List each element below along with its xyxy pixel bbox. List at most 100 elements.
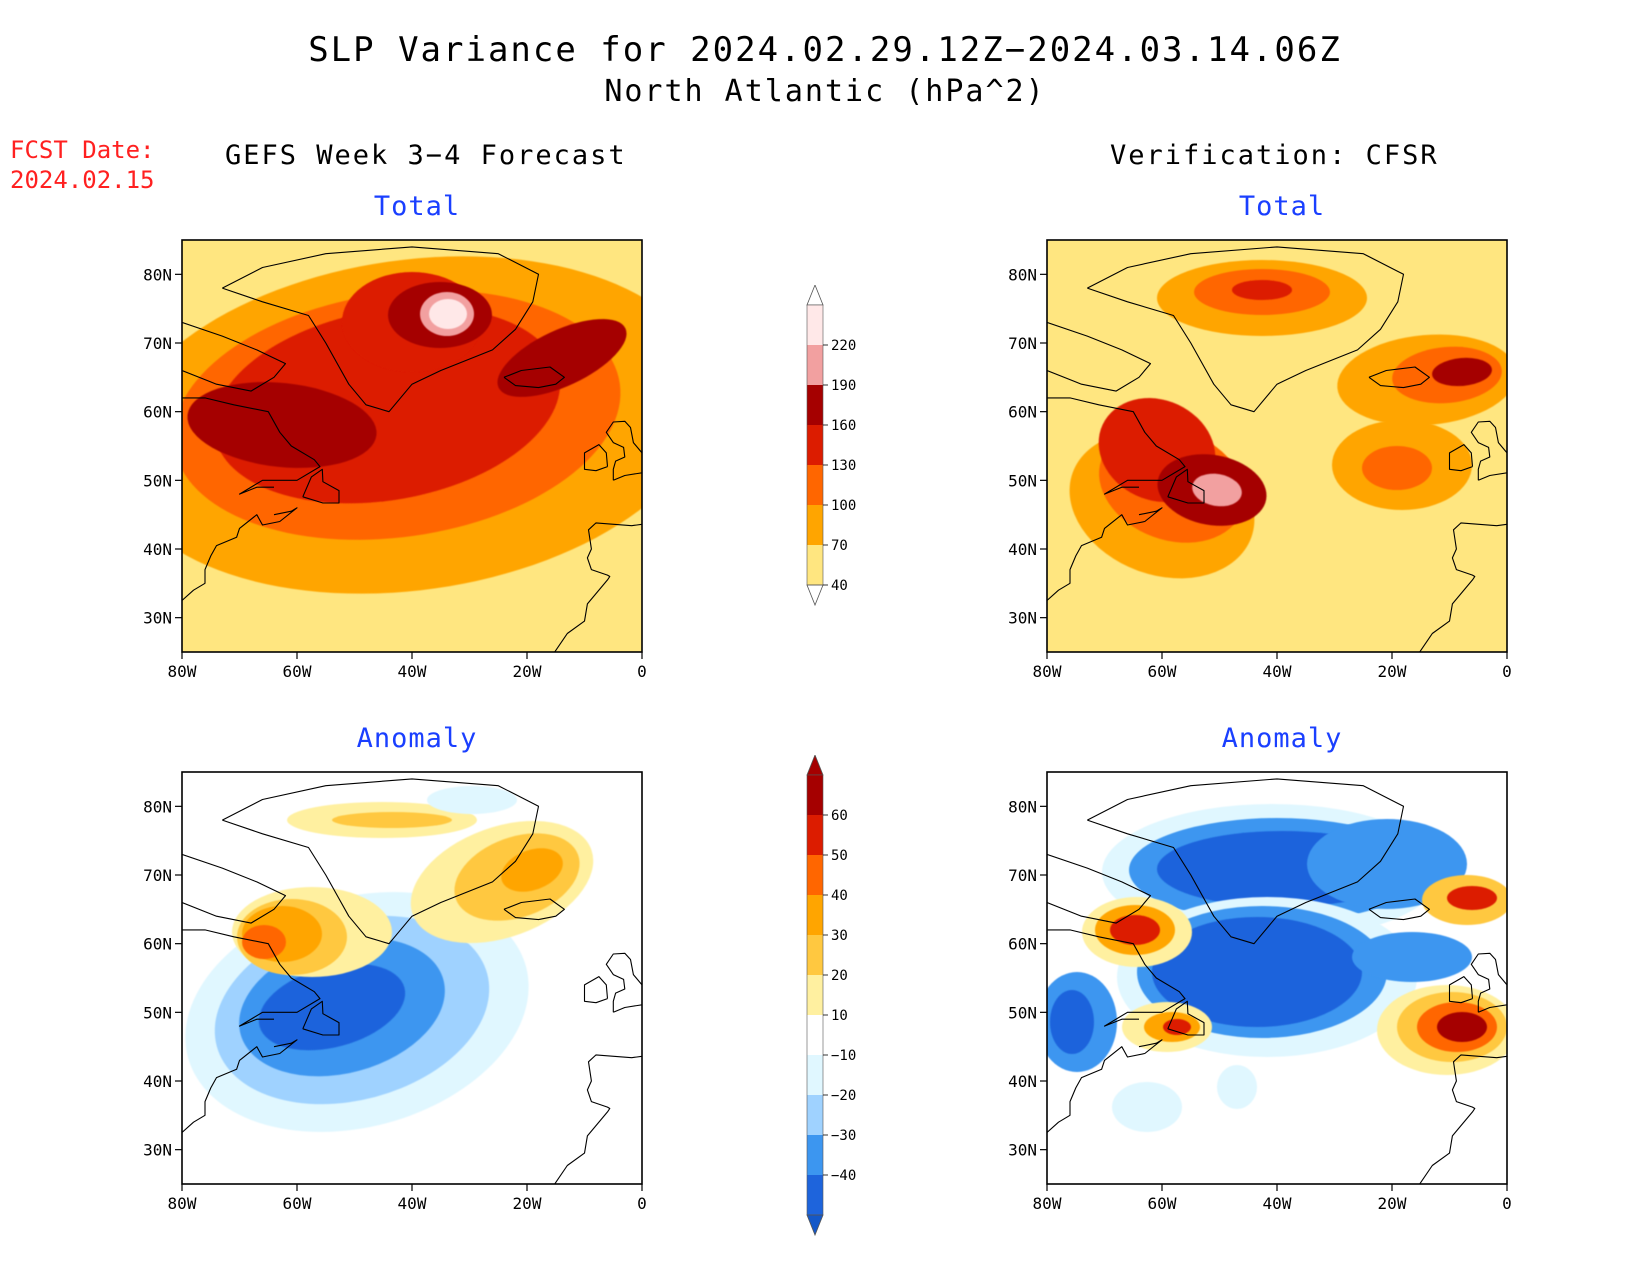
lat-tick-label: 60N <box>143 403 172 422</box>
coastline <box>1448 444 1474 472</box>
cb1-svg: 220 190 160 130 100 70 40 <box>806 283 856 607</box>
coastline <box>302 1000 340 1036</box>
coastline <box>583 444 609 472</box>
coastline <box>1470 952 1507 1013</box>
shaded-field <box>1047 240 1507 652</box>
colorbar-frame <box>806 304 824 586</box>
contour-region <box>1152 917 1362 1027</box>
lon-tick-label: 40W <box>1263 1194 1292 1213</box>
coastline <box>1047 507 1163 601</box>
coastline <box>1047 397 1186 495</box>
colorbar-anomaly: 60 50 40 30 20 10 −10 −20 −30 −40 <box>795 753 885 1249</box>
coastline <box>1506 408 1507 409</box>
coastline <box>605 952 642 1013</box>
contour-region <box>497 319 627 397</box>
contour-region <box>1362 446 1432 490</box>
colorbar-label: 70 <box>831 538 848 554</box>
map-verification-total: 80N 70N 60N 50N 40N 30N 80W 60W 40W 20W 0 <box>977 230 1517 681</box>
colorbar-label: −30 <box>831 1128 856 1144</box>
lat-tick-label: 80N <box>1008 797 1037 816</box>
lat-tick-label: 70N <box>1008 334 1037 353</box>
lat-tick-label: 80N <box>1008 265 1037 284</box>
colorbar-bottom-arrow <box>806 584 824 607</box>
lon-tick-label: 20W <box>1378 662 1407 681</box>
contour-region <box>1447 886 1497 910</box>
lon-tick-label: 80W <box>1033 662 1062 681</box>
panel-title-verification-anomaly: Anomaly <box>1221 723 1343 754</box>
colorbar-label: −40 <box>831 1168 856 1184</box>
contour-region <box>187 382 377 468</box>
fcst-date-label: FCST Date: <box>10 136 155 164</box>
contour-region <box>1232 280 1292 300</box>
lon-tick-label: 60W <box>283 662 312 681</box>
colorbar-segment <box>807 385 823 425</box>
coastline <box>222 246 540 413</box>
coastline <box>1087 246 1405 413</box>
coastline <box>1448 976 1474 1004</box>
colorbar-label: 190 <box>831 378 856 394</box>
coastline <box>1167 468 1205 504</box>
right-column-title: Verification: CFSR <box>1110 140 1439 171</box>
coastline <box>1368 898 1430 921</box>
coastline <box>605 420 642 481</box>
colorbar-top-arrow <box>806 283 824 306</box>
lon-tick-label: 40W <box>398 662 427 681</box>
lon-tick-label: 40W <box>398 1194 427 1213</box>
coastlines <box>1047 778 1507 1184</box>
lat-tick-label: 40N <box>1008 1072 1037 1091</box>
contour-region <box>429 299 467 329</box>
coastline <box>182 507 298 601</box>
coastline <box>182 929 321 1027</box>
coastline <box>1470 420 1507 481</box>
shaded-field <box>182 772 642 1184</box>
contour-region <box>1437 1012 1487 1042</box>
forecast-date-block: FCST Date: 2024.02.15 <box>10 135 155 195</box>
colorbar-segment <box>807 345 823 385</box>
colorbar-segment <box>807 505 823 545</box>
coastline <box>503 366 565 389</box>
forecast-total-svg: 80N 70N 60N 50N 40N 30N 80W 60W 40W 20W 0 <box>143 239 647 681</box>
colorbar-segment <box>807 1135 823 1175</box>
main-subtitle: North Atlantic (hPa^2) <box>604 74 1046 109</box>
verification-anomaly-svg: 80N 70N 60N 50N 40N 30N 80W 60W 40W 20W 0 <box>1008 771 1512 1213</box>
coastline <box>1047 853 1152 924</box>
colorbar-segment <box>807 975 823 1015</box>
colorbar-segment <box>807 815 823 855</box>
coastlines <box>182 246 642 652</box>
coastline <box>641 940 642 941</box>
colorbar-segment <box>807 305 823 345</box>
coastline <box>1047 1039 1163 1133</box>
left-column-title: GEFS Week 3−4 Forecast <box>225 140 627 171</box>
panel-title-forecast-total: Total <box>373 191 461 222</box>
contour-region <box>1217 1065 1257 1109</box>
lon-tick-label: 60W <box>1148 662 1177 681</box>
colorbar-label: −10 <box>831 1048 856 1064</box>
colorbar-segment <box>807 425 823 465</box>
coastline <box>554 1054 642 1184</box>
colorbar-label: 130 <box>831 458 856 474</box>
lat-tick-label: 50N <box>1008 1003 1037 1022</box>
contour-region <box>1050 990 1094 1054</box>
lon-tick-label: 80W <box>168 662 197 681</box>
lat-tick-label: 30N <box>143 1141 172 1160</box>
lat-tick-label: 60N <box>1008 403 1037 422</box>
colorbar-label: 160 <box>831 418 856 434</box>
lon-tick-label: 80W <box>1033 1194 1062 1213</box>
contour-region <box>1112 1082 1182 1132</box>
colorbar-label: 40 <box>831 578 848 594</box>
lat-tick-label: 50N <box>143 1003 172 1022</box>
colorbar-label: 10 <box>831 1008 848 1024</box>
lat-tick-label: 30N <box>1008 609 1037 628</box>
lat-tick-label: 60N <box>1008 935 1037 954</box>
colorbar-label: 100 <box>831 498 856 514</box>
coastline <box>641 408 642 409</box>
colorbar-frame <box>806 774 824 1216</box>
contour-region <box>1192 473 1242 507</box>
coastlines <box>1047 246 1507 652</box>
lat-tick-label: 70N <box>143 334 172 353</box>
verification-total-svg: 80N 70N 60N 50N 40N 30N 80W 60W 40W 20W 0 <box>1008 239 1512 681</box>
lat-tick-label: 80N <box>143 265 172 284</box>
lon-tick-label: 0 <box>1502 662 1512 681</box>
colorbar-segment <box>807 935 823 975</box>
contour-region <box>1432 357 1492 387</box>
